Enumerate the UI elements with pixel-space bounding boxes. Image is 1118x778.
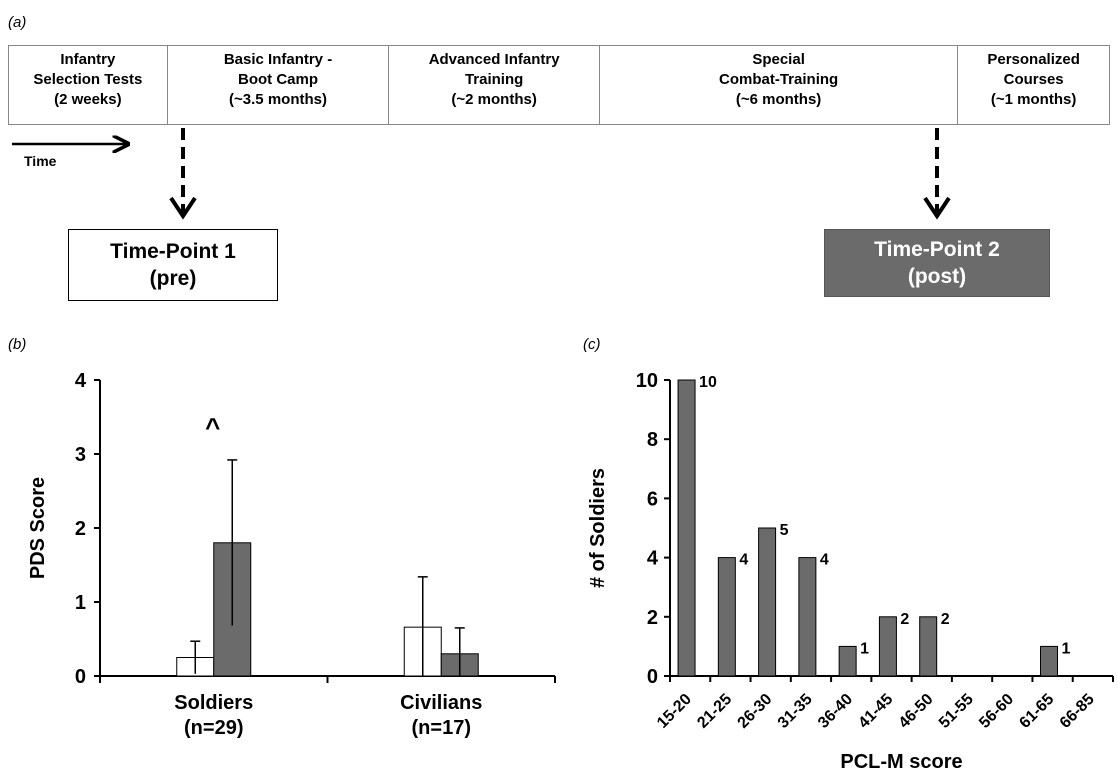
pcl-m-histogram: 0 2 4 6 8 10 # of Soldiers 10 15-20 4 21-25 5 26-30 4… [587,370,1114,773]
x-tick-label: 36-40 [815,691,856,732]
y-tick-label: 0 [647,666,658,688]
y-tick-label: 4 [647,548,659,570]
y-tick-label: 8 [647,429,658,451]
stage-special-combat: Special Combat-Training (~6 months) [600,46,959,124]
y-tick-label: 4 [75,370,87,392]
y-tick-label: 2 [75,518,86,540]
panel-b-label: (b) [8,336,27,353]
training-timeline: Infantry Selection Tests (2 weeks) Basic… [8,45,1110,125]
panel-a-label: (a) [8,14,27,31]
stage-boot-camp: Basic Infantry - Boot Camp (~3.5 months) [168,46,390,124]
y-tick-label: 3 [75,444,86,466]
data-label: 4 [820,552,829,569]
y-tick-label: 6 [647,488,658,510]
x-tick-label: 15-20 [654,691,695,732]
x-tick-label: 66-85 [1057,691,1098,732]
x-tick-label: 21-25 [694,691,735,732]
y-tick-label: 1 [75,592,86,614]
time-label: Time [24,153,57,169]
data-label: 2 [941,611,950,628]
bar [758,527,777,677]
x-tick-label: Civilians (n=17) [400,692,482,739]
bar [919,616,938,677]
x-tick-label: 41-45 [855,691,896,732]
bar [838,645,857,677]
panel-c-label: (c) [583,336,601,353]
x-tick-label: 51-55 [936,691,977,732]
y-tick-label: 10 [636,370,658,392]
bar [798,557,817,677]
timepoint2-box: Time-Point 2 (post) [824,229,1050,297]
bar [677,379,696,677]
y-axis-label: PDS Score [27,477,49,579]
x-tick-label: 46-50 [896,691,937,732]
x-tick-label: 61-65 [1016,691,1057,732]
pds-score-chart: 0 1 2 3 4 PDS Score Soldiers (n=29) Civilians (n=… [27,370,556,739]
data-label: 4 [739,552,748,569]
stage-personalized-courses: Personalized Courses (~1 months) [987,51,1080,108]
bar [1040,645,1059,677]
data-label: 2 [900,611,909,628]
data-label: 5 [780,522,789,539]
y-tick-label: 2 [647,607,658,629]
x-axis-label: PCL-M score [840,751,962,773]
timeline-arrows: Time [12,128,951,220]
timepoint1-box: Time-Point 1 (pre) [68,229,278,301]
stage-selection-tests: Infantry Selection Tests (2 weeks) [9,46,168,124]
bar [717,557,736,677]
x-tick-label: 56-60 [976,691,1017,732]
bar [878,616,897,677]
x-tick-label: 31-35 [775,691,816,732]
data-label: 1 [1062,640,1071,657]
significance-marker: ^ [205,412,220,442]
x-tick-label: Soldiers (n=29) [174,692,253,739]
y-axis-label: # of Soldiers [587,468,609,588]
y-tick-label: 0 [75,666,86,688]
timepoint2-arrowhead [923,196,951,220]
timepoint1-arrowhead [169,196,197,220]
data-label: 1 [860,640,869,657]
stage-advanced-training: Advanced Infantry Training (~2 months) [389,46,600,124]
data-label: 10 [699,374,717,391]
x-tick-label: 26-30 [735,691,776,732]
